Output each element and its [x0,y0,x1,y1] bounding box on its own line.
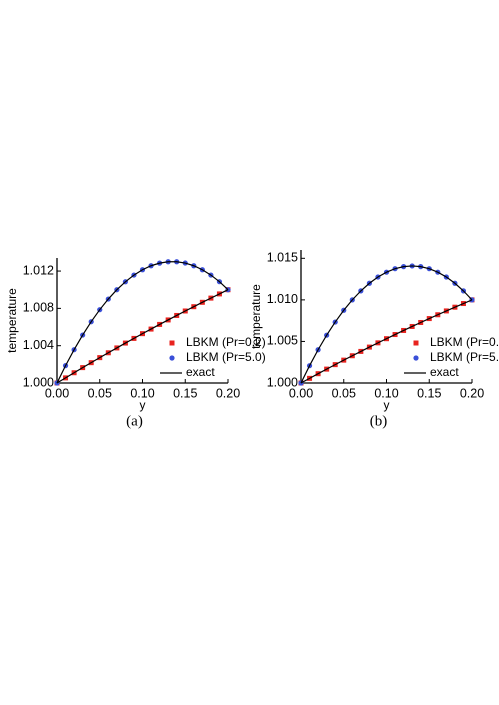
y-tick-label: 1.015 [267,251,298,265]
x-tick-label: 0.20 [216,386,240,400]
x-tick-label: 0.05 [332,386,356,400]
y-tick-label: 1.004 [23,338,54,352]
legend-label: LBKM (Pr=5.0) [430,350,499,364]
x-axis-label: y [384,398,390,412]
caption: (b) [370,413,388,429]
legend-label: LBKM (Pr=0.2) [430,335,499,349]
exact-line [300,265,473,384]
x-tick-label: 0.00 [45,386,69,400]
y-tick-label: 1.010 [267,292,298,306]
x-tick-label: 0.20 [460,386,484,400]
y-tick-label: 1.005 [267,334,298,348]
legend-label: exact [186,365,215,379]
legend-label: exact [430,365,459,379]
y-axis-label: temperature [5,288,19,353]
legend-swatch [169,355,175,361]
y-tick-label: 1.012 [23,263,54,277]
exact-line [56,261,229,384]
y-tick-label: 1.008 [23,301,54,315]
exact-line [300,299,473,384]
y-tick-label: 1.000 [267,375,298,389]
x-tick-label: 0.10 [374,386,398,400]
legend-label: LBKM (Pr=0.2) [186,335,266,349]
legend-label: LBKM (Pr=5.0) [186,350,266,364]
x-tick-label: 0.15 [173,386,197,400]
exact-line [56,289,229,384]
x-tick-label: 0.05 [88,386,112,400]
y-axis-label: temperature [249,284,263,349]
x-tick-label: 0.15 [417,386,441,400]
legend-swatch [413,355,419,361]
x-axis-label: y [140,398,146,412]
x-tick-label: 0.00 [289,386,313,400]
x-tick-label: 0.10 [130,386,154,400]
y-tick-label: 1.000 [23,375,54,389]
legend-swatch [169,340,175,346]
caption: (a) [126,413,143,429]
legend-swatch [413,340,419,346]
